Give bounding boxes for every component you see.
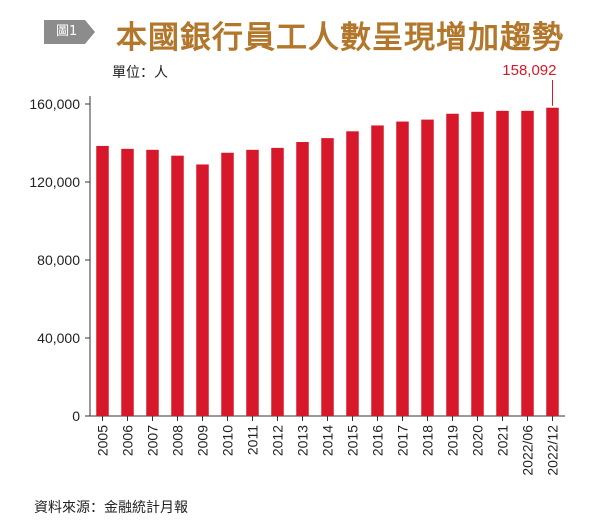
bar	[271, 147, 284, 416]
badge-arrow-icon	[85, 20, 96, 44]
x-tick-label: 2021	[495, 425, 511, 456]
bar	[96, 145, 109, 417]
x-tick-label: 2022/06	[520, 425, 536, 476]
bar	[221, 152, 234, 416]
bar	[371, 125, 384, 416]
bar	[546, 107, 559, 417]
bar	[121, 148, 134, 416]
x-tick-label: 2007	[145, 425, 161, 456]
x-tick-label: 2010	[220, 425, 236, 456]
bar	[496, 110, 509, 416]
bar	[421, 119, 434, 416]
figure-number: 圖1	[44, 20, 86, 44]
bar	[246, 149, 259, 416]
bar	[146, 149, 159, 416]
chart-title: 本國銀行員工人數呈現增加趨勢	[116, 20, 564, 56]
x-tick-label: 2005	[95, 425, 111, 456]
x-tick-label: 2022/12	[545, 425, 561, 476]
y-tick-label: 120,000	[29, 174, 80, 190]
x-tick-label: 2009	[195, 425, 211, 456]
y-tick-label: 40,000	[37, 330, 80, 346]
x-tick-label: 2018	[420, 425, 436, 456]
bar	[446, 113, 459, 416]
bar	[471, 111, 484, 417]
x-tick-label: 2012	[270, 425, 286, 456]
bar	[171, 155, 184, 417]
y-tick-label: 160,000	[29, 96, 80, 112]
bar	[196, 164, 209, 416]
x-tick-label: 2014	[320, 425, 336, 456]
x-tick-label: 2006	[120, 425, 136, 456]
source-note: 資料來源：金融統計月報	[34, 500, 188, 516]
x-tick-label: 2013	[295, 425, 311, 456]
x-tick-label: 2017	[395, 425, 411, 456]
x-tick-label: 2016	[370, 425, 386, 456]
bar	[321, 138, 334, 416]
bar	[296, 142, 309, 416]
y-tick-label: 80,000	[37, 252, 80, 268]
unit-label: 單位：人	[112, 65, 168, 81]
data-label-2022-12: 158,092	[502, 62, 556, 79]
x-tick-label: 2008	[170, 425, 186, 456]
bar	[346, 131, 359, 417]
bar	[521, 110, 534, 416]
bar	[396, 121, 409, 417]
y-tick-label: 0	[72, 408, 80, 424]
x-tick-label: 2019	[445, 425, 461, 456]
figure-badge: 圖1	[44, 20, 96, 44]
x-tick-label: 2020	[470, 425, 486, 456]
x-tick-label: 2015	[345, 425, 361, 456]
x-tick-label: 2011	[245, 425, 261, 455]
